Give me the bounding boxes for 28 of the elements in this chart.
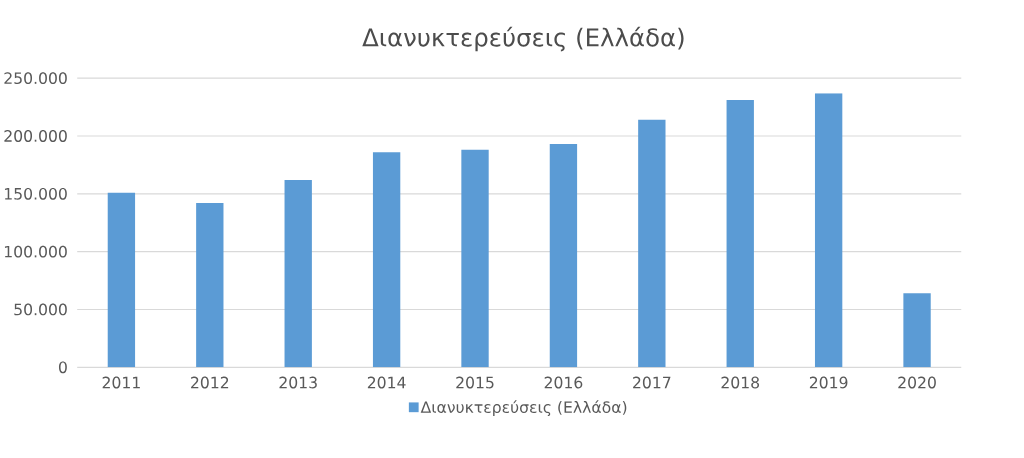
bar <box>814 93 843 368</box>
bar <box>372 152 401 368</box>
x-tick-label: 2016 <box>544 376 583 389</box>
y-tick-label: 150.000 <box>4 187 67 200</box>
y-tick-label: 200.000 <box>4 130 67 142</box>
bar <box>284 179 312 368</box>
bar <box>726 100 754 368</box>
x-tick-label: 2012 <box>191 376 229 389</box>
bar <box>549 144 578 368</box>
y-tick-label: 250.000 <box>4 72 67 84</box>
chart-title: Διανυκτερεύσεις (Ελλάδα) <box>362 26 684 52</box>
x-tick-label: 2019 <box>809 376 848 389</box>
bar <box>107 192 136 368</box>
bar <box>638 119 666 368</box>
x-tick-label: 2014 <box>367 376 406 389</box>
y-tick-label: 50.000 <box>14 303 67 316</box>
x-tick-label: 2013 <box>279 376 317 389</box>
x-tick-label: 2020 <box>898 376 936 389</box>
x-tick-label: 2017 <box>633 376 671 389</box>
bar <box>196 203 224 368</box>
legend-label: Διανυκτερεύσεις (Ελλάδα) <box>420 400 627 417</box>
x-tick-label: 2018 <box>721 376 760 389</box>
y-tick-label: 100.000 <box>4 245 67 258</box>
x-tick-label: 2011 <box>102 376 140 389</box>
bar <box>903 293 931 368</box>
y-tick-label: 0 <box>58 361 67 374</box>
bar <box>461 149 489 368</box>
x-tick-label: 2015 <box>456 376 494 389</box>
